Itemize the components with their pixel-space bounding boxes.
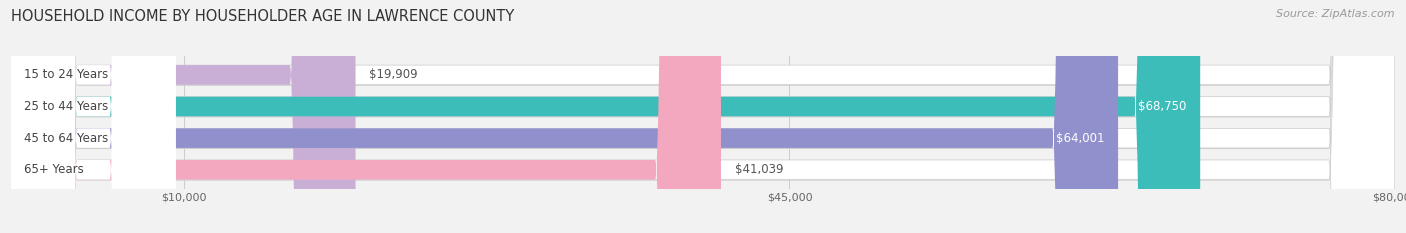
Text: 45 to 64 Years: 45 to 64 Years [24,132,108,145]
FancyBboxPatch shape [11,0,1395,233]
FancyBboxPatch shape [11,0,1395,233]
FancyBboxPatch shape [11,0,1395,233]
Text: HOUSEHOLD INCOME BY HOUSEHOLDER AGE IN LAWRENCE COUNTY: HOUSEHOLD INCOME BY HOUSEHOLDER AGE IN L… [11,9,515,24]
Text: Source: ZipAtlas.com: Source: ZipAtlas.com [1277,9,1395,19]
Text: $68,750: $68,750 [1137,100,1187,113]
FancyBboxPatch shape [11,0,176,233]
FancyBboxPatch shape [11,0,176,233]
FancyBboxPatch shape [11,0,1395,233]
Text: 25 to 44 Years: 25 to 44 Years [24,100,108,113]
FancyBboxPatch shape [11,0,1201,233]
FancyBboxPatch shape [11,0,356,233]
FancyBboxPatch shape [11,0,1395,233]
FancyBboxPatch shape [11,0,1118,233]
FancyBboxPatch shape [11,0,721,233]
Text: 15 to 24 Years: 15 to 24 Years [24,69,108,81]
Text: $64,001: $64,001 [1056,132,1104,145]
FancyBboxPatch shape [11,0,1395,233]
Text: $19,909: $19,909 [370,69,418,81]
Text: 65+ Years: 65+ Years [24,163,84,176]
FancyBboxPatch shape [11,0,1395,233]
FancyBboxPatch shape [11,0,1395,233]
FancyBboxPatch shape [11,0,176,233]
Text: $41,039: $41,039 [735,163,783,176]
FancyBboxPatch shape [11,0,176,233]
